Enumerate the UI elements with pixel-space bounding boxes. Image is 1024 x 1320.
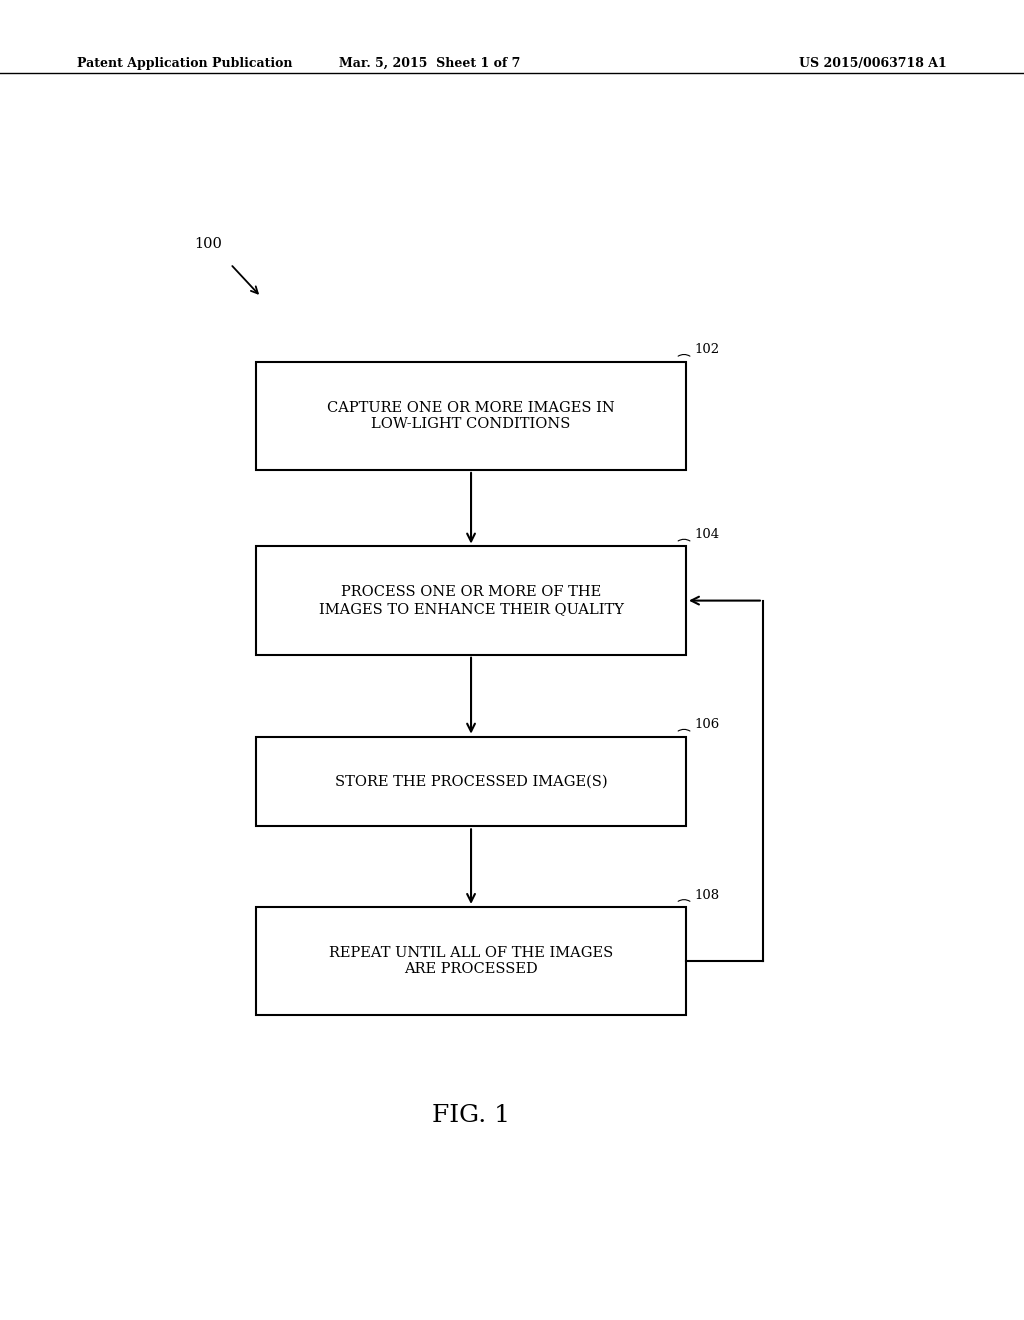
Text: FIG. 1: FIG. 1 <box>432 1104 510 1127</box>
Text: CAPTURE ONE OR MORE IMAGES IN
LOW-LIGHT CONDITIONS: CAPTURE ONE OR MORE IMAGES IN LOW-LIGHT … <box>327 401 615 430</box>
Text: US 2015/0063718 A1: US 2015/0063718 A1 <box>799 57 946 70</box>
FancyBboxPatch shape <box>256 362 686 470</box>
Text: REPEAT UNTIL ALL OF THE IMAGES
ARE PROCESSED: REPEAT UNTIL ALL OF THE IMAGES ARE PROCE… <box>329 946 613 975</box>
Text: 102: 102 <box>694 343 720 356</box>
Text: 104: 104 <box>694 528 720 541</box>
Text: STORE THE PROCESSED IMAGE(S): STORE THE PROCESSED IMAGE(S) <box>335 775 607 788</box>
Text: Mar. 5, 2015  Sheet 1 of 7: Mar. 5, 2015 Sheet 1 of 7 <box>339 57 521 70</box>
Text: 100: 100 <box>195 236 222 251</box>
FancyBboxPatch shape <box>256 546 686 655</box>
Text: 108: 108 <box>694 888 720 902</box>
FancyBboxPatch shape <box>256 907 686 1015</box>
Text: 106: 106 <box>694 718 720 731</box>
Text: Patent Application Publication: Patent Application Publication <box>77 57 292 70</box>
Text: PROCESS ONE OR MORE OF THE
IMAGES TO ENHANCE THEIR QUALITY: PROCESS ONE OR MORE OF THE IMAGES TO ENH… <box>318 586 624 615</box>
FancyBboxPatch shape <box>256 737 686 826</box>
